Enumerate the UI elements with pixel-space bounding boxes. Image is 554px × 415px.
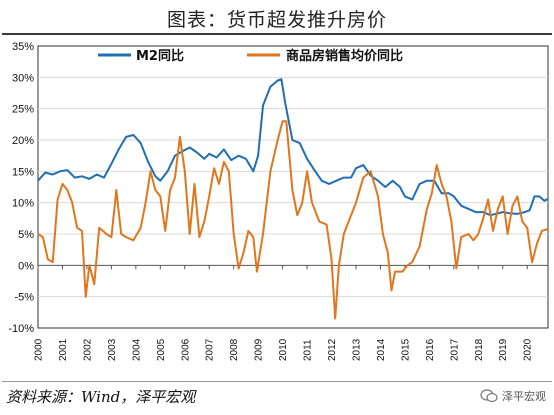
x-tick-label: 2008 xyxy=(229,338,240,361)
y-tick-label: 20% xyxy=(12,135,34,147)
series-line-m2 xyxy=(37,78,549,217)
y-tick-label: -10% xyxy=(8,323,34,335)
x-tick-label: 2009 xyxy=(254,338,265,361)
y-tick-label: -5% xyxy=(14,292,34,304)
watermark-text: 泽平宏观 xyxy=(502,390,546,403)
x-tick-label: 2002 xyxy=(82,338,93,361)
y-tick-label: 5% xyxy=(18,229,34,241)
x-tick-label: 2005 xyxy=(156,338,167,361)
wechat-icon xyxy=(480,389,498,403)
gridlines xyxy=(38,76,548,298)
source-note: 资料来源：Wind，泽平宏观 xyxy=(6,388,196,406)
y-tick-label: 30% xyxy=(12,72,34,84)
line-chart: 35%30%25%20%15%10%5%0%-5%-10% 2000 2001 20… xyxy=(8,41,549,361)
x-tick-label: 2001 xyxy=(58,338,69,361)
x-tick-label: 2007 xyxy=(205,338,216,361)
series-line-house-price xyxy=(37,120,549,320)
title-divider xyxy=(2,33,552,35)
x-tick-label: 2006 xyxy=(180,338,191,361)
x-tick-label: 2012 xyxy=(327,338,338,361)
x-tick-label: 2013 xyxy=(351,338,362,361)
footer-divider xyxy=(2,381,552,382)
y-tick-label: 0% xyxy=(18,260,34,272)
x-tick-label: 2014 xyxy=(376,338,387,361)
x-tick-label: 2015 xyxy=(400,338,411,361)
x-tick-label: 2016 xyxy=(425,338,436,361)
y-tick-label: 10% xyxy=(12,198,34,210)
y-tick-label: 25% xyxy=(12,104,34,116)
series-lines xyxy=(37,78,549,320)
x-tick-label: 2010 xyxy=(278,338,289,361)
x-tick-label: 2004 xyxy=(131,338,142,361)
legend: M2同比 商品房销售均价同比 xyxy=(98,48,403,64)
legend-label-m2: M2同比 xyxy=(136,48,184,64)
y-tick-label: 15% xyxy=(12,166,34,178)
x-tick-label: 2017 xyxy=(449,338,460,361)
x-tick-label: 2020 xyxy=(523,338,534,361)
x-tick-label: 2000 xyxy=(34,338,45,361)
x-tick-label: 2003 xyxy=(107,338,118,361)
legend-label-house-price: 商品房销售均价同比 xyxy=(286,48,403,64)
x-tick-label: 2019 xyxy=(498,338,509,361)
watermark: 泽平宏观 xyxy=(480,388,546,404)
x-tick-label: 2018 xyxy=(474,338,485,361)
x-tick-label: 2011 xyxy=(303,339,314,361)
chart-title: 图表：货币超发推升房价 xyxy=(166,9,387,31)
x-axis-ticks: 2000 2001 2002 2003 2004 2005 2006 2007 2008 2009… xyxy=(34,265,534,361)
y-axis-ticks: 35% 30% 25% 20% 15% 10% 5% 0% -5% -10% xyxy=(8,41,34,335)
y-tick-label: 35% xyxy=(12,41,34,53)
